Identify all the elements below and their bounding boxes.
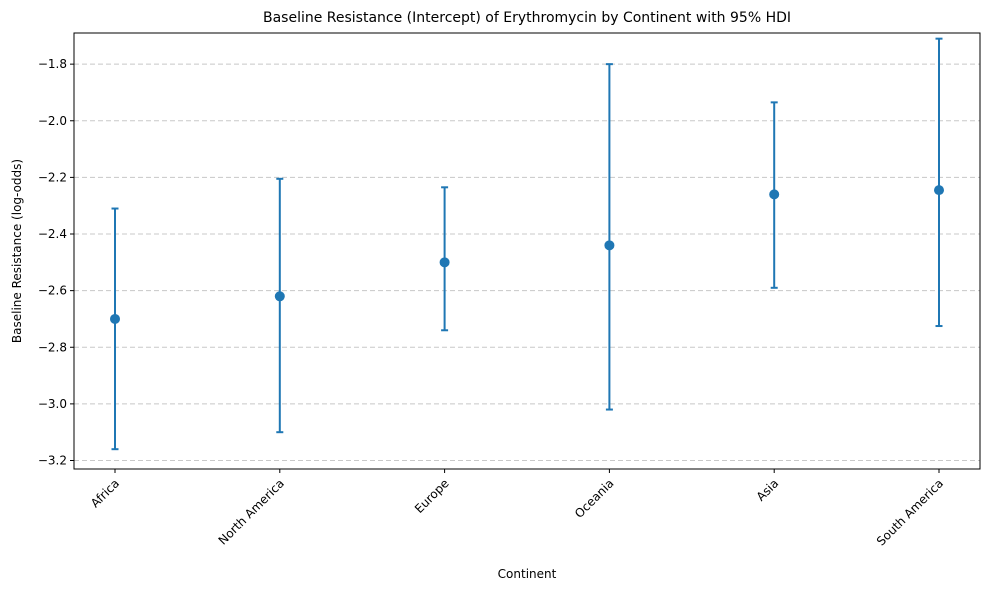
y-axis-ticks: −3.2 −3.0 −2.8 −2.6 −2.4 −2.2 −2.0 −1.8: [38, 57, 74, 468]
y-tick-label: −2.4: [38, 227, 67, 241]
data-point: [439, 257, 450, 268]
x-axis-ticks: Africa North America Europe Oceania Asia Sout…: [88, 469, 946, 548]
y-tick-label: −2.2: [38, 170, 67, 184]
y-tick-label: −3.2: [38, 454, 67, 468]
data-point: [110, 313, 120, 324]
x-tick-label: Asia: [754, 476, 782, 504]
x-tick-label: North America: [216, 476, 287, 547]
plot-frame: [73, 32, 981, 470]
y-tick-label: −2.0: [38, 114, 67, 128]
data-point: [274, 291, 285, 302]
x-tick-label: Africa: [88, 476, 122, 510]
data-point: [769, 189, 780, 200]
grid-lines: [74, 63, 980, 462]
y-axis-title: Baseline Resistance (log-odds): [10, 159, 24, 343]
data-point: [934, 185, 944, 196]
y-tick-label: −2.6: [38, 284, 67, 298]
y-tick-label: −3.0: [38, 397, 67, 411]
x-tick-label: South America: [874, 476, 946, 548]
data-point: [604, 240, 615, 251]
y-tick-label: −1.8: [38, 57, 67, 71]
chart-title: Baseline Resistance (Intercept) of Eryth…: [263, 10, 791, 26]
x-axis-title: Continent: [498, 567, 557, 581]
y-tick-label: −2.8: [38, 340, 67, 354]
data-series: [110, 37, 944, 451]
x-tick-label: Europe: [412, 476, 452, 516]
x-tick-label: Oceania: [572, 476, 617, 521]
